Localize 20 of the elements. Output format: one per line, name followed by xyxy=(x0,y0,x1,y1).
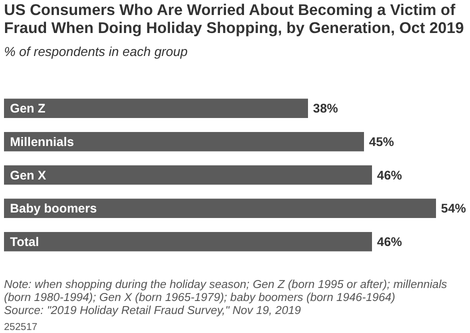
data-label: 46% xyxy=(377,235,402,250)
chart-title: US Consumers Who Are Worried About Becoming a Victim of Fraud When Doing Holiday Shopping, by Generation, Oct 2019 xyxy=(4,2,464,37)
y-tick-label: Baby boomers xyxy=(10,202,97,216)
y-tick-label: Gen Z xyxy=(10,102,46,116)
y-tick-label: Total xyxy=(10,235,39,250)
bar xyxy=(4,132,364,152)
data-label: 46% xyxy=(377,168,402,182)
text: 252517 xyxy=(4,322,38,333)
data-label: 38% xyxy=(313,102,338,116)
y-tick-label: Millennials xyxy=(10,135,74,150)
bar xyxy=(4,98,308,118)
data-label: 45% xyxy=(369,135,394,150)
text: Note: when shopping during the holiday season; Gen Z (born 1995 or after); millennials (born 1980-1994); Gen X (born 1965-1979); baby boomers (born 1946-1964) xyxy=(4,279,448,304)
chart-subtitle: % of respondents in each group xyxy=(4,44,188,59)
bar xyxy=(4,232,372,252)
data-label: 54% xyxy=(441,202,466,216)
bar xyxy=(4,198,436,218)
source-note: Source: "2019 Holiday Retail Fraud Survey," Nov 19, 2019 xyxy=(4,305,302,317)
bar xyxy=(4,165,372,185)
y-tick-label: Gen X xyxy=(10,168,47,182)
